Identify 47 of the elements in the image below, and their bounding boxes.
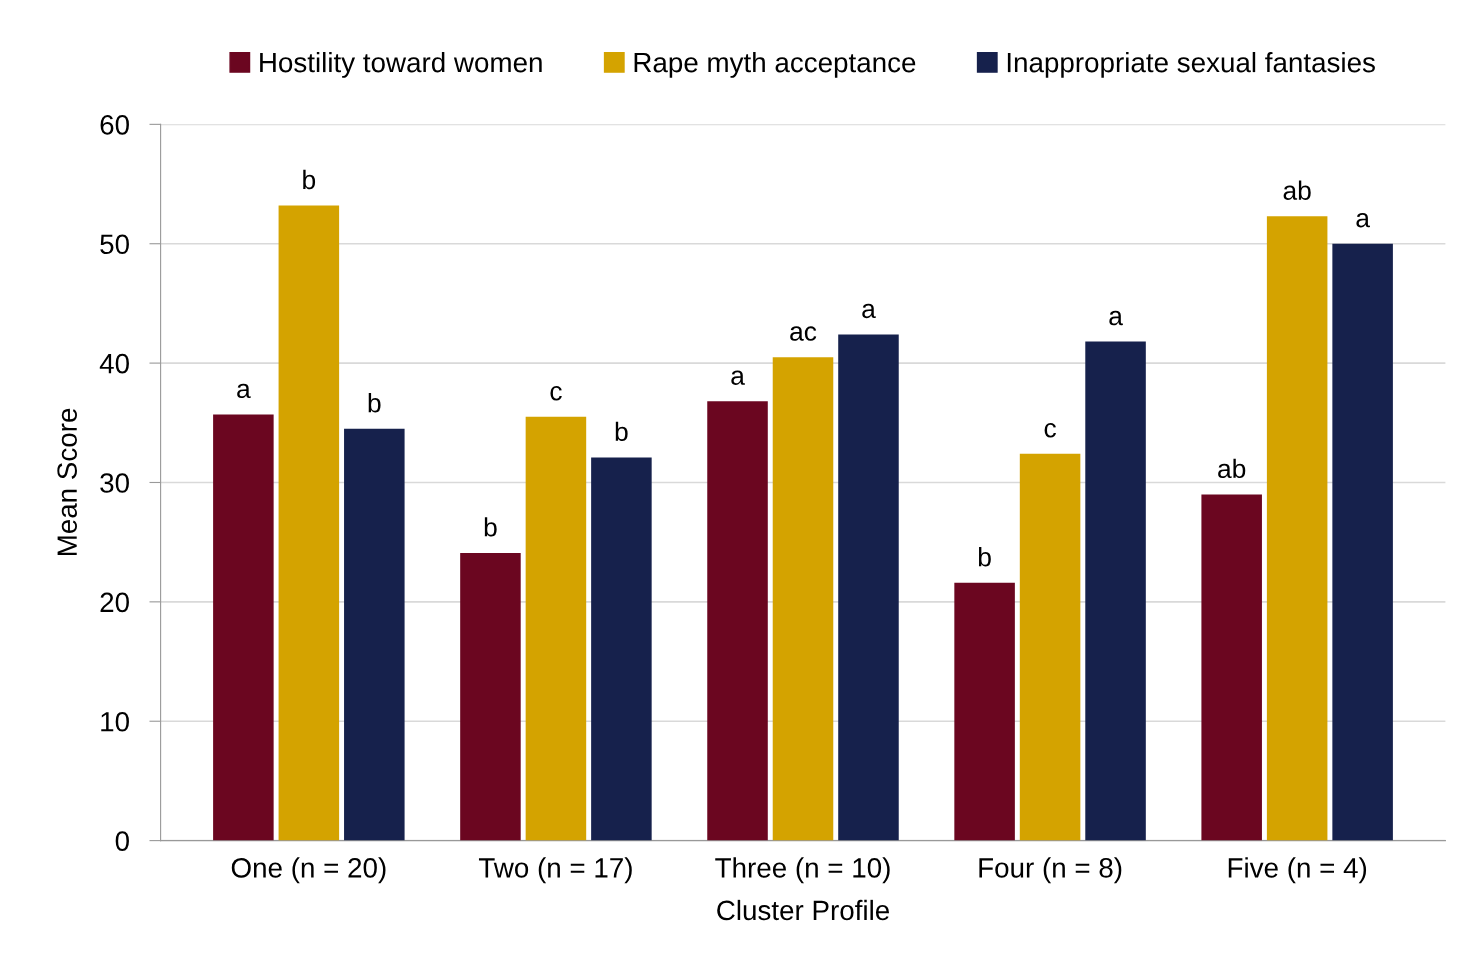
y-tick-label: 60 (100, 115, 129, 135)
y-tick-label: 0 (115, 831, 129, 851)
bar (954, 582, 1015, 841)
bar (1085, 341, 1146, 841)
data-label: b (978, 547, 991, 567)
data-label: ab (1283, 180, 1311, 200)
bar (1266, 216, 1328, 841)
bar (1019, 453, 1081, 841)
data-label: b (368, 393, 381, 413)
bar (344, 428, 405, 841)
y-tick-label: 30 (100, 473, 129, 493)
bar (278, 205, 340, 841)
x-tick-label: Five (n = 4) (1228, 857, 1367, 884)
data-label: c (1044, 423, 1056, 438)
bar (591, 457, 652, 841)
bar (838, 334, 899, 841)
x-tick-label: Two (n = 17) (478, 857, 632, 884)
data-label: ac (790, 326, 817, 341)
bar (707, 401, 768, 841)
x-tick-label: Four (n = 8) (979, 857, 1122, 884)
data-label: a (731, 370, 745, 385)
bar (772, 357, 834, 841)
bar (525, 416, 587, 841)
x-axis-title: Cluster Profile (717, 899, 889, 921)
data-label: b (484, 517, 497, 537)
x-tick-label: Three (n = 10) (715, 857, 890, 884)
data-label: a (237, 383, 251, 399)
y-tick-label: 40 (99, 353, 129, 374)
y-tick-label: 10 (101, 711, 129, 732)
bar (1201, 494, 1262, 841)
data-label: ab (1218, 458, 1246, 479)
x-tick-label: One (n = 20) (231, 857, 386, 884)
legend-label: Inappropriate sexual fantasies (1007, 51, 1375, 78)
data-label: a (1109, 310, 1123, 326)
data-label: c (550, 386, 562, 401)
data-label: a (1356, 212, 1370, 228)
bar (460, 552, 521, 841)
y-axis-title: Mean Score (57, 408, 77, 556)
data-label: b (615, 421, 628, 442)
data-label: a (862, 303, 876, 319)
legend-label: Rape myth acceptance (634, 51, 916, 78)
y-tick-label: 50 (100, 234, 129, 255)
legend-label: Hostility toward women (260, 51, 542, 78)
bar (213, 414, 274, 841)
data-label: b (303, 169, 316, 190)
y-tick-label: 20 (100, 592, 129, 613)
bar (1332, 243, 1393, 841)
